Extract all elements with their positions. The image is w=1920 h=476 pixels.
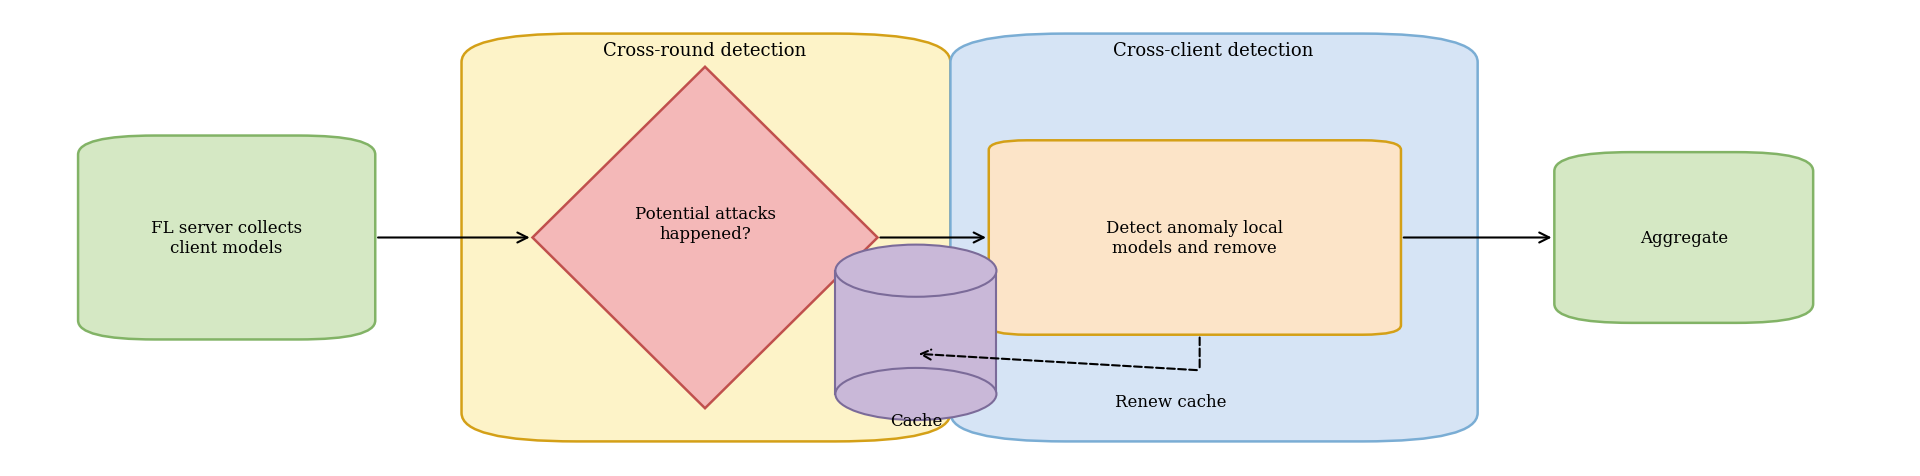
Polygon shape	[532, 68, 877, 408]
Text: Cache: Cache	[889, 412, 943, 429]
FancyBboxPatch shape	[950, 35, 1478, 441]
Text: Cross-client detection: Cross-client detection	[1114, 42, 1313, 60]
Text: Aggregate: Aggregate	[1640, 229, 1728, 247]
FancyBboxPatch shape	[989, 141, 1402, 335]
Text: FL server collects
client models: FL server collects client models	[152, 220, 301, 256]
Ellipse shape	[835, 245, 996, 297]
FancyBboxPatch shape	[835, 271, 996, 394]
Ellipse shape	[835, 368, 996, 420]
FancyBboxPatch shape	[1555, 153, 1812, 323]
Text: Renew cache: Renew cache	[1116, 393, 1227, 410]
Text: Cross-round detection: Cross-round detection	[603, 42, 806, 60]
Text: Potential attacks
happened?: Potential attacks happened?	[634, 206, 776, 242]
FancyBboxPatch shape	[461, 35, 950, 441]
FancyBboxPatch shape	[79, 136, 374, 340]
Text: Detect anomaly local
models and remove: Detect anomaly local models and remove	[1106, 220, 1283, 256]
